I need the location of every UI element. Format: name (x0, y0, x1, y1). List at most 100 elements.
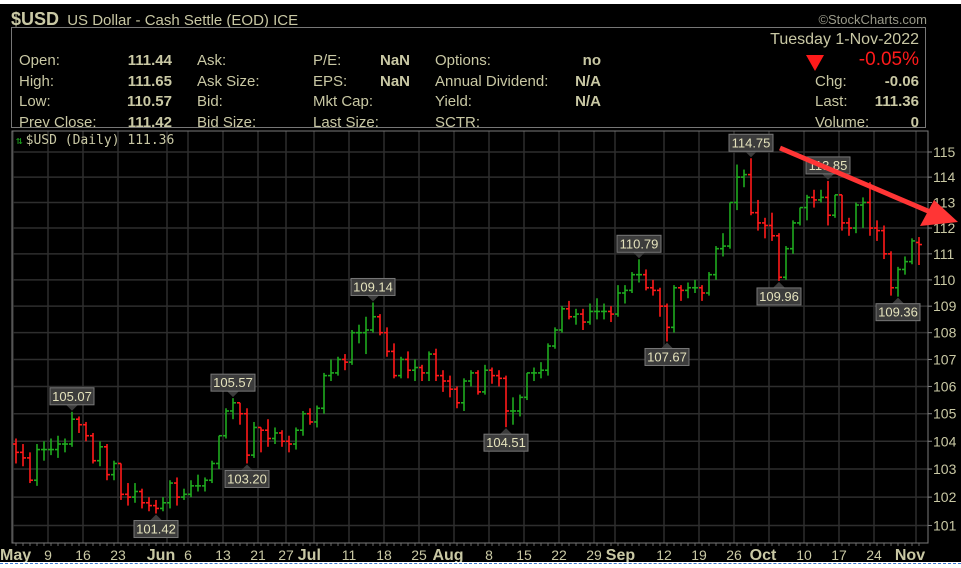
price-chart: 105.07 101.42 105.57 103.20 109.14 104.51 110.… (0, 130, 958, 562)
annotation-pointer (227, 391, 239, 398)
ohlc-bar (643, 269, 649, 291)
ohlc-bar (13, 438, 19, 464)
ohlc-bar (426, 351, 432, 382)
y-tick-label: 114 (933, 169, 956, 185)
ohlc-bars (13, 158, 922, 514)
ohlc-bar (468, 370, 474, 387)
ohlc-bar (412, 359, 418, 382)
x-tick-label: May (0, 547, 31, 562)
annotation-pointer (241, 464, 253, 471)
ohlc-bar (328, 359, 334, 382)
annotation-value: 105.07 (52, 389, 92, 404)
y-tick-label: 105 (933, 406, 957, 422)
quote-panel: Open: High: Low: Prev Close: 111.44 111.… (11, 27, 926, 131)
pe-label: P/E: (313, 52, 342, 69)
x-tick-label: Oct (750, 547, 777, 562)
ohlc-bars-icon: ⇅ (16, 134, 23, 147)
x-tick-label: 21 (250, 547, 266, 562)
ohlc-bar (706, 272, 712, 296)
x-tick-label: 12 (656, 547, 672, 562)
ohlc-bar (559, 306, 565, 333)
ohlc-bar (27, 452, 33, 484)
ohlc-bar (888, 251, 894, 296)
ohlc-bar (223, 408, 229, 439)
annotation-value: 109.96 (759, 289, 799, 304)
ohlc-bar (391, 343, 397, 379)
ohlc-bar (580, 308, 586, 331)
price-annotation: 109.14 (350, 277, 396, 302)
ohlc-bar (356, 324, 362, 344)
high-value: 111.65 (127, 73, 172, 90)
copyright: ©StockCharts.com (818, 12, 927, 27)
price-annotation: 109.36 (875, 297, 921, 322)
ohlc-bar (153, 499, 159, 514)
pe-value: NaN (379, 52, 410, 69)
ohlc-bar (118, 462, 124, 500)
price-annotation: 104.51 (483, 428, 529, 452)
ohlc-bar (755, 199, 761, 231)
x-tick-label: 25 (411, 547, 427, 562)
ohlc-bar (447, 375, 453, 398)
ohlc-bar (664, 303, 670, 342)
annotation-box (616, 234, 662, 253)
ohlc-bar (132, 483, 138, 503)
y-tick-label: 106 (933, 378, 957, 394)
ohlc-bar (405, 351, 411, 379)
x-tick-label: Jul (298, 547, 321, 562)
annotation-pointer (892, 297, 904, 304)
ohlc-bar (293, 427, 299, 450)
x-tick-label: Nov (895, 547, 925, 562)
ohlc-bar (363, 316, 369, 355)
ohlc-bar (629, 272, 635, 293)
last-value: 111.36 (874, 93, 919, 110)
series-legend: ⇅ $USD (Daily) 111.36 (16, 133, 174, 148)
chart-window: 105.07 101.42 105.57 103.20 109.14 104.51 110.… (0, 4, 961, 562)
ohlc-bar (454, 386, 460, 409)
annotation-value: 103.20 (227, 471, 267, 486)
x-tick-label: 8 (485, 547, 493, 562)
ohlc-bar (377, 314, 383, 336)
ohlc-bar (55, 435, 61, 458)
ohlc-bar (321, 372, 327, 414)
x-tick-label: 17 (831, 547, 847, 562)
bid-label: Bid: (197, 93, 223, 110)
annotation-box (875, 303, 921, 322)
ohlc-bar (76, 416, 82, 433)
ohlc-bar (769, 212, 775, 241)
ohlc-bar (517, 394, 523, 417)
x-tick-label: 24 (866, 547, 882, 562)
ohlc-bar (902, 256, 908, 275)
ohlc-bar (601, 303, 607, 320)
y-axis: 1011021031041051061071081091101111121131… (928, 144, 957, 533)
volume-label: Volume: (815, 114, 870, 131)
ohlc-bar (202, 477, 208, 492)
ohlc-bar (622, 285, 628, 304)
ohlc-bar (230, 398, 236, 420)
instrument-name: US Dollar - Cash Settle (EOD) (67, 12, 269, 29)
ohlc-bar (335, 356, 341, 376)
trend-arrow (779, 145, 958, 226)
ohlc-bar (314, 405, 320, 428)
annotation-pointer (773, 281, 785, 288)
price-annotation: 109.96 (756, 281, 802, 306)
ohlc-bar (573, 308, 579, 325)
ohlc-bar (839, 194, 845, 231)
x-tick-label: Aug (432, 547, 463, 562)
exchange: ICE (273, 12, 299, 29)
ohlc-bar (538, 362, 544, 379)
annotation-value: 114.75 (732, 135, 771, 150)
ohlc-bar (209, 460, 215, 484)
annotation-value: 109.14 (353, 279, 393, 294)
last-label: Last: (815, 93, 848, 110)
annotation-value: 109.36 (878, 305, 918, 320)
ohlc-bar (657, 287, 663, 317)
legend-label: $USD (Daily) 111.36 (25, 133, 175, 148)
y-tick-label: 109 (933, 298, 957, 314)
annotation-value: 101.42 (136, 522, 176, 537)
x-tick-label: Jun (147, 547, 175, 562)
annotation-box (483, 433, 529, 452)
ohlc-bar (741, 169, 747, 188)
x-axis: May 9 16 23 Jun 6 13 21 27 Jul 11 18 25 Aug 8 15 22 29 Sep… (0, 543, 925, 562)
ask-size-label: Ask Size: (197, 73, 260, 90)
chg-label: Chg: (815, 73, 847, 90)
